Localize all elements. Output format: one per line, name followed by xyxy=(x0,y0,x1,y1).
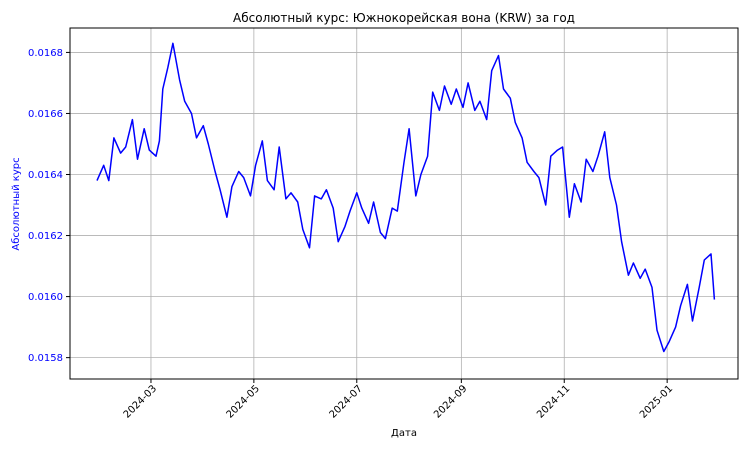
y-tick-label: 0.0166 xyxy=(28,109,63,120)
series-line xyxy=(96,42,716,353)
x-axis-label: Дата xyxy=(391,428,417,439)
chart-title: Абсолютный курс: Южнокорейская вона (KRW… xyxy=(233,11,575,25)
y-tick-label: 0.0168 xyxy=(28,48,63,59)
grid-lines xyxy=(70,28,738,379)
y-tick-label: 0.0160 xyxy=(28,292,63,303)
y-tick-label: 0.0162 xyxy=(28,231,63,242)
y-tick-label: 0.0164 xyxy=(28,170,63,181)
axes-frame xyxy=(69,27,739,380)
plot-area xyxy=(96,42,716,353)
y-axis-label: Абсолютный курс xyxy=(11,157,22,250)
y-tick-label: 0.0158 xyxy=(28,353,63,364)
y-axis: 0.0158 0.0160 0.0162 0.0164 0.0166 0.0168 xyxy=(28,48,70,364)
